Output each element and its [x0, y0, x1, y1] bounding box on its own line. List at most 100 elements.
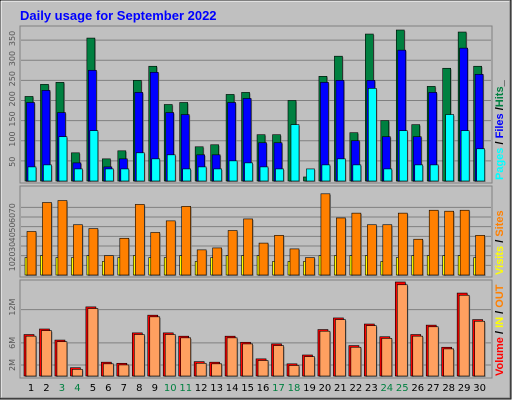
day-label-7: 7	[121, 383, 127, 394]
pages-bar-day-25	[398, 130, 408, 182]
day-label-25: 25	[396, 383, 409, 394]
panel-box-hits	[19, 25, 493, 184]
volume-panel-tick-label: 2M	[8, 359, 17, 371]
day-label-1: 1	[28, 383, 34, 394]
pages-bar-day-21	[337, 158, 346, 182]
pages-bar-day-8	[135, 152, 145, 182]
day-label-15: 15	[241, 383, 254, 394]
legend-sep-1: /	[494, 138, 506, 147]
day-label-24: 24	[380, 383, 393, 394]
day-label-16: 16	[257, 383, 270, 394]
sites-bar-day-10	[165, 220, 176, 276]
out-bar-day-21	[335, 319, 346, 377]
pages-bar-day-26	[414, 164, 424, 182]
sites-panel-tick-label: 30	[8, 242, 17, 252]
day-label-26: 26	[411, 383, 424, 394]
sites-bar-day-13	[212, 247, 222, 276]
legend-out: OUT	[494, 284, 506, 308]
out-bar-day-11	[180, 337, 191, 377]
legend-sep-5: /	[494, 308, 506, 317]
chart-title: Daily usage for September 2022	[20, 8, 217, 23]
out-bar-day-20	[319, 330, 331, 377]
pages-bar-day-10	[166, 154, 176, 182]
day-label-19: 19	[303, 383, 316, 394]
day-label-20: 20	[319, 383, 332, 394]
sites-bar-day-9	[150, 232, 161, 276]
pages-bar-day-9	[151, 158, 161, 182]
out-bar-day-5	[87, 308, 99, 377]
legend-files: Files	[494, 113, 506, 138]
sites-bar-day-5	[88, 228, 99, 276]
sites-bar-day-20	[320, 193, 331, 276]
sites-bar-day-11	[181, 206, 191, 276]
legend-visits: Visits	[494, 246, 506, 275]
out-bar-day-10	[164, 334, 176, 377]
legend-sep-3: /	[494, 237, 506, 246]
panel-box-volume	[19, 279, 493, 379]
hits-panel-tick-label: 300	[8, 51, 17, 66]
day-label-29: 29	[458, 383, 471, 394]
hits-panel-tick-label: 200	[8, 91, 17, 106]
out-bar-day-9	[149, 316, 161, 377]
pages-bar-day-19	[306, 168, 315, 182]
sites-panel-tick-label: 10	[8, 261, 17, 271]
day-labels-group: 1 2 3 4 5 6 7 8 9 10 11 12 13 14 15 16 17 18 19 20 21 22 23 24 2…	[28, 383, 486, 394]
day-label-10: 10	[164, 383, 177, 394]
day-label-14: 14	[226, 383, 239, 394]
legend-visits-sites: Visits / Sites	[494, 210, 506, 275]
pages-bar-day-23	[368, 88, 377, 182]
out-bar-day-15	[242, 343, 253, 377]
sites-bar-day-29	[459, 209, 470, 276]
pages-bar-day-14	[228, 160, 238, 182]
out-bar-day-30	[474, 320, 485, 377]
sites-bar-day-2	[42, 202, 52, 276]
sites-bar-day-30	[475, 235, 485, 276]
day-label-5: 5	[90, 383, 96, 394]
day-label-2: 2	[43, 383, 49, 394]
legend-sep-2: /	[494, 107, 506, 113]
day-label-17: 17	[272, 383, 285, 394]
legend-pages-files-hits: Pages / Files /Hits_	[494, 79, 506, 180]
out-bar-day-19	[304, 356, 315, 377]
out-bar-day-3	[56, 341, 68, 377]
sites-panel-tick-label: 70	[8, 203, 17, 213]
pages-bar-day-5	[89, 130, 99, 182]
sites-panel-tick-label: 60	[8, 213, 17, 223]
day-label-8: 8	[136, 383, 142, 394]
day-label-23: 23	[365, 383, 378, 394]
legend-volume: Volume	[494, 337, 506, 376]
pages-bar-day-18	[290, 124, 300, 182]
pages-bar-day-20	[321, 164, 331, 182]
sites-bar-day-4	[73, 224, 83, 276]
sites-bar-day-8	[134, 204, 145, 276]
out-bar-day-7	[118, 364, 130, 377]
sites-bar-day-27	[428, 209, 439, 276]
out-bar-day-18	[288, 365, 300, 377]
pages-bar-day-6	[105, 168, 114, 182]
pages-bar-day-13	[213, 168, 222, 182]
sites-bar-day-14	[227, 230, 238, 276]
legend-volume-in-out: Volume / IN / OUT	[494, 284, 506, 376]
day-label-18: 18	[288, 383, 301, 394]
day-label-27: 27	[427, 383, 440, 394]
out-bar-day-28	[443, 348, 454, 377]
day-label-13: 13	[210, 383, 223, 394]
out-bar-day-12	[195, 362, 207, 377]
sites-panel-tick-label: 20	[8, 251, 17, 261]
hits-panel-tick-label: 150	[8, 111, 17, 126]
pages-bar-day-30	[476, 148, 485, 182]
hits-panel-tick-label: 250	[8, 71, 17, 86]
day-label-9: 9	[152, 383, 158, 394]
legend-in: IN	[494, 317, 506, 328]
pages-bar-day-22	[352, 164, 362, 182]
pages-bar-day-28	[445, 114, 454, 182]
out-bar-day-14	[226, 337, 238, 377]
out-bar-day-16	[257, 360, 269, 377]
day-label-30: 30	[473, 383, 486, 394]
sites-bar-day-7	[119, 237, 130, 276]
out-bar-day-4	[72, 369, 83, 377]
out-bar-day-25	[396, 284, 408, 377]
pages-bar-day-12	[197, 166, 207, 182]
out-bar-day-2	[41, 330, 52, 377]
